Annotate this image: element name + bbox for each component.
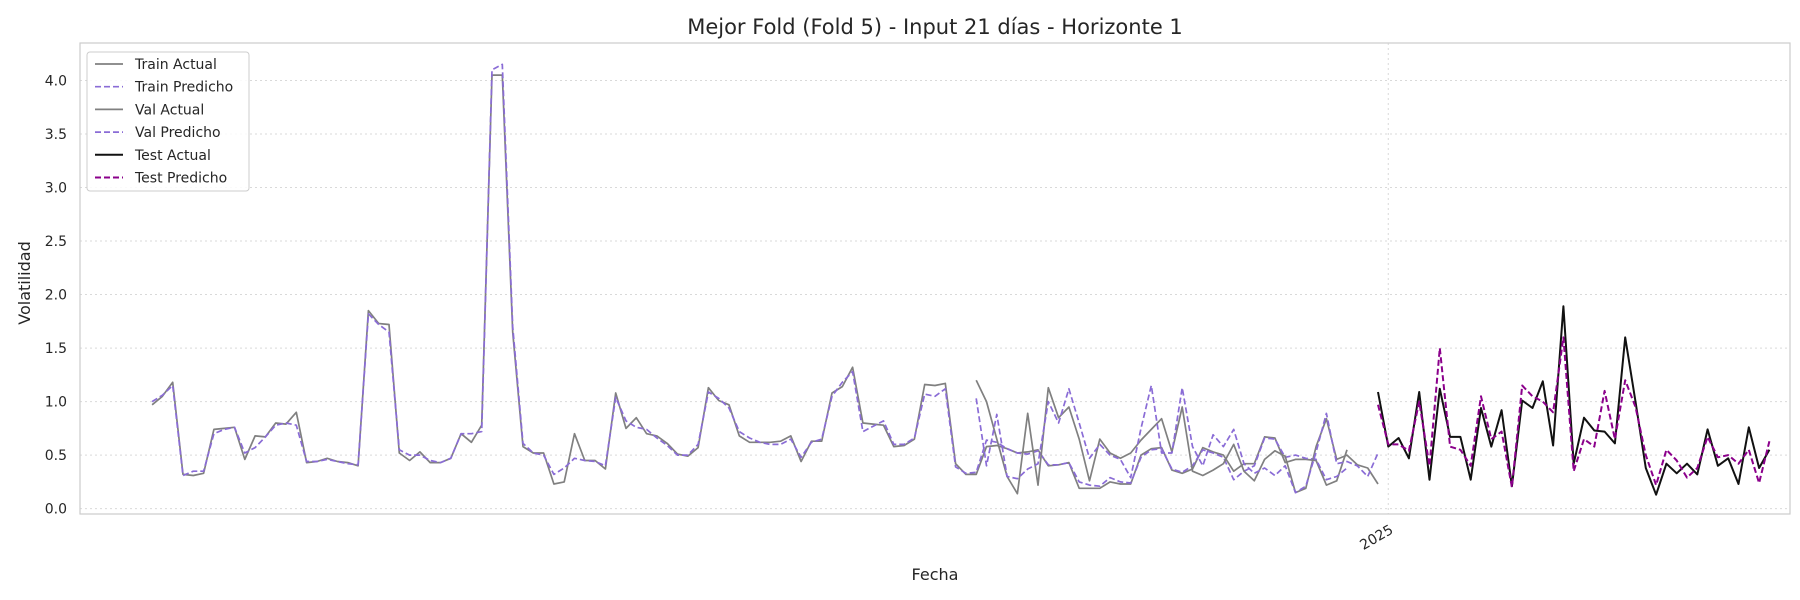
y-tick-label: 2.5 — [45, 234, 67, 250]
legend-label: Val Predicho — [135, 125, 221, 141]
legend-label: Train Predicho — [134, 80, 233, 96]
grid-layer — [80, 43, 1790, 514]
series-lines — [151, 63, 1771, 496]
chart-title: Mejor Fold (Fold 5) - Input 21 días - Ho… — [687, 15, 1183, 39]
y-tick-label: 0.5 — [45, 448, 67, 464]
y-tick-label: 3.5 — [45, 127, 67, 143]
legend-label: Train Actual — [134, 57, 217, 73]
legend-label: Val Actual — [135, 102, 204, 118]
series-line-train-pred — [151, 63, 1348, 488]
legend-label: Test Actual — [134, 148, 211, 164]
legend-box — [86, 51, 250, 192]
y-tick-label: 2.0 — [45, 288, 67, 304]
y-tick-label: 3.0 — [45, 181, 67, 197]
y-tick-label: 4.0 — [45, 73, 67, 89]
legend-label: Test Predicho — [134, 171, 227, 187]
series-line-test-pred — [1377, 336, 1771, 489]
y-tick-label: 1.5 — [45, 341, 67, 357]
y-axis-label: Volatilidad — [15, 241, 34, 324]
plot-frame — [79, 42, 1791, 515]
y-tick-label: 1.0 — [45, 395, 67, 411]
legend: Train Actual Train Predicho Val Actual Val … — [86, 51, 250, 192]
series-line-val-pred — [975, 384, 1379, 494]
y-tick-label: 0.0 — [45, 502, 67, 518]
x-axis-label: Fecha — [912, 565, 959, 584]
